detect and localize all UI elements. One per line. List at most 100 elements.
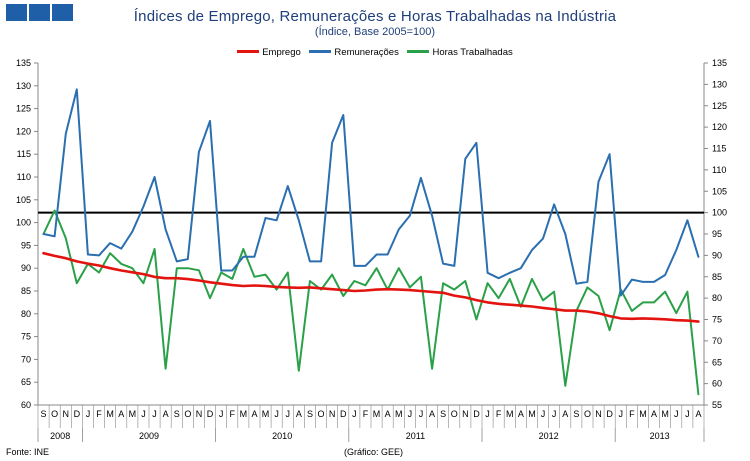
series-line-horas-trabalhadas [42,209,700,396]
month-tick-label: S [307,409,313,419]
month-tick-label: D [340,409,347,419]
month-tick-label: N [329,409,336,419]
month-tick-label: S [573,409,579,419]
right-tick-label: 105 [712,186,727,196]
legend-item-horas: Horas Trabalhadas [407,47,513,58]
right-tick-label: 110 [712,165,726,175]
logo-square-1 [6,4,27,21]
right-tick-label: 75 [712,315,722,325]
year-label: 2010 [272,431,292,441]
month-tick-label: J [685,409,690,419]
right-tick-label: 115 [712,144,726,154]
month-tick-label: O [184,409,191,419]
month-tick-label: A [163,409,169,419]
month-tick-label: D [207,409,214,419]
month-tick-label: M [506,409,514,419]
right-tick-label: 65 [712,357,722,367]
right-tick-label: 120 [712,122,727,132]
legend-item-remuneracoes: Remunerações [309,47,399,58]
month-tick-label: A [385,409,391,419]
month-tick-label: N [196,409,203,419]
chart-legend: Emprego Remunerações Horas Trabalhadas [0,47,750,58]
month-tick-label: A [651,409,657,419]
month-tick-label: J [485,409,490,419]
month-tick-label: A [251,409,257,419]
year-label: 2008 [50,431,70,441]
month-tick-label: J [86,409,91,419]
month-tick-label: J [419,409,424,419]
right-tick-label: 125 [712,101,727,111]
left-tick-label: 100 [16,218,31,228]
month-tick-label: M [106,409,114,419]
month-tick-label: A [429,409,435,419]
legend-swatch-remuneracoes [309,49,332,53]
year-label: 2013 [650,431,670,441]
year-label: 2011 [406,431,425,441]
legend-swatch-horas [407,49,430,53]
month-tick-label: J [674,409,679,419]
left-tick-label: 65 [21,377,31,387]
month-tick-label: F [96,409,102,419]
right-tick-label: 100 [712,208,727,218]
month-tick-label: M [395,409,403,419]
year-label: 2009 [139,431,159,441]
legend-label-remuneracoes: Remunerações [334,47,399,58]
month-tick-label: M [528,409,536,419]
legend-label-emprego: Emprego [262,47,301,58]
legend-label-horas: Horas Trabalhadas [432,47,513,58]
month-tick-label: A [296,409,302,419]
month-tick-label: A [695,409,701,419]
month-tick-label: M [639,409,647,419]
month-tick-label: F [230,409,236,419]
month-tick-label: A [562,409,568,419]
month-tick-label: O [318,409,325,419]
left-tick-label: 110 [17,172,31,182]
left-tick-label: 105 [16,195,31,205]
month-tick-label: F [496,409,502,419]
right-tick-label: 55 [712,400,722,410]
month-tick-label: F [629,409,635,419]
month-tick-label: N [462,409,469,419]
logo-square-3 [52,4,73,21]
right-tick-label: 135 [712,58,727,68]
right-tick-label: 60 [712,379,722,389]
month-tick-label: M [373,409,381,419]
month-tick-label: N [595,409,602,419]
right-tick-label: 95 [712,229,722,239]
left-tick-label: 90 [21,263,31,273]
month-tick-label: F [363,409,369,419]
left-tick-label: 120 [16,126,31,136]
month-tick-label: J [274,409,279,419]
left-tick-label: 70 [21,354,31,364]
legend-item-emprego: Emprego [237,47,301,58]
month-tick-label: O [51,409,58,419]
credit-note: (Gráfico: GEE) [344,447,404,457]
left-tick-label: 135 [16,58,31,68]
month-tick-label: D [74,409,81,419]
month-tick-label: A [518,409,524,419]
month-tick-label: M [262,409,270,419]
month-tick-label: D [473,409,480,419]
series-line-emprego [42,251,700,323]
left-tick-label: 80 [21,309,31,319]
month-tick-label: N [63,409,70,419]
left-tick-label: 60 [21,400,31,410]
right-tick-label: 80 [712,293,722,303]
left-tick-label: 95 [21,240,31,250]
year-label: 2012 [539,431,559,441]
series-line-remuneracoes [42,88,700,297]
month-tick-label: J [352,409,357,419]
month-tick-label: S [174,409,180,419]
month-tick-label: O [584,409,591,419]
right-tick-label: 70 [712,336,722,346]
logo-square-2 [29,4,50,21]
month-tick-label: M [661,409,669,419]
month-tick-label: D [606,409,613,419]
month-tick-label: A [118,409,124,419]
chart-title: Índices de Emprego, Remunerações e Horas… [133,8,617,25]
month-tick-label: M [129,409,137,419]
month-tick-label: J [408,409,413,419]
legend-swatch-emprego [237,49,260,53]
left-tick-label: 130 [16,81,31,91]
